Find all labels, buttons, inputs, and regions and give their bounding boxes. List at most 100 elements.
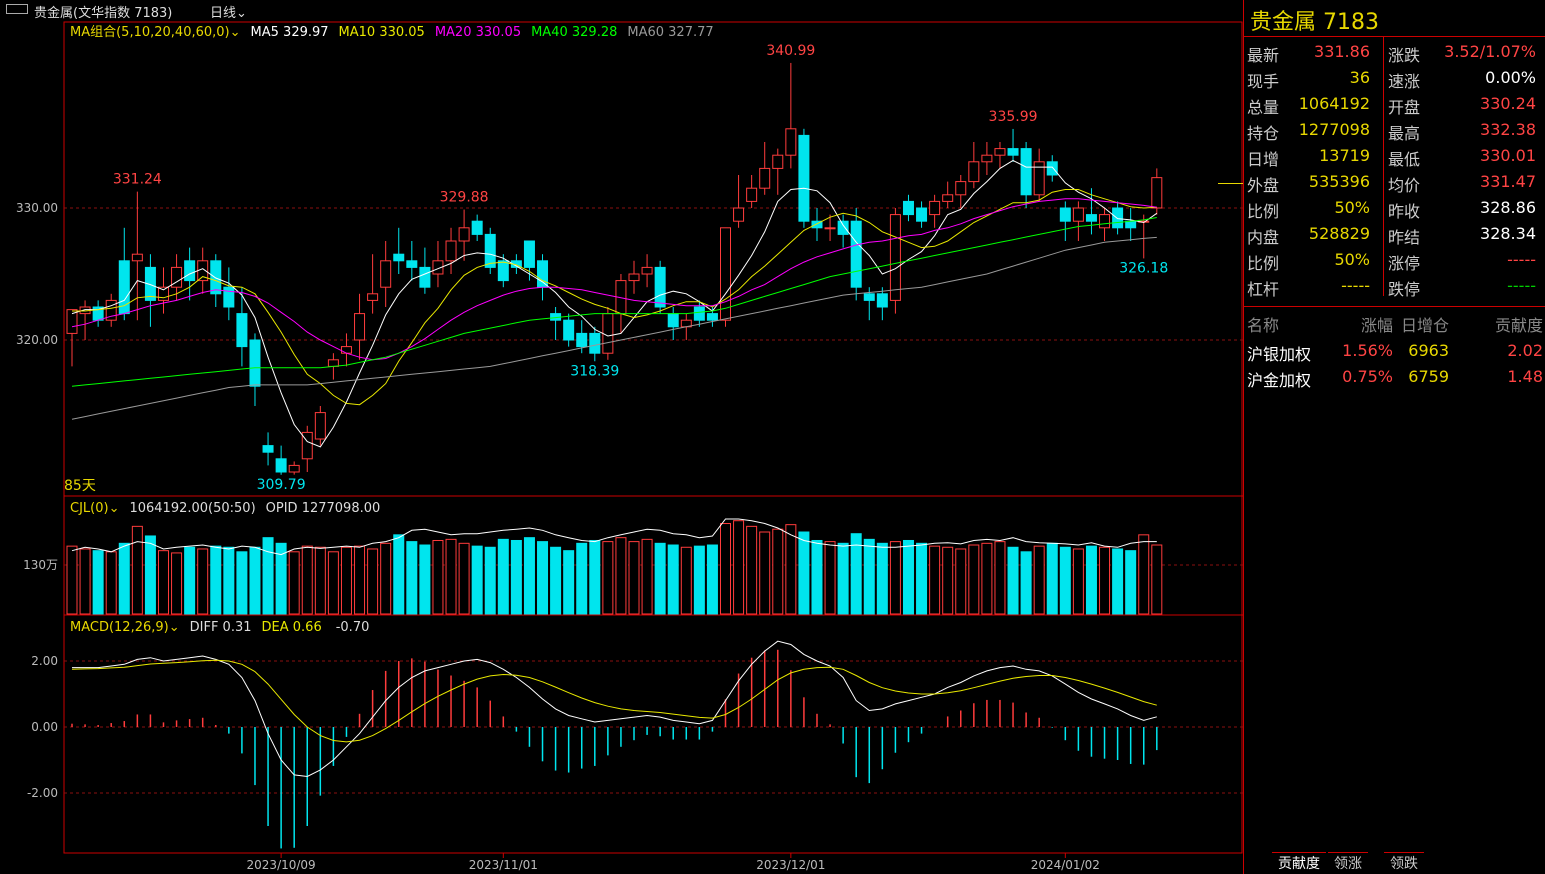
volume-bar [171, 552, 183, 615]
quote-value: 50% [1334, 198, 1370, 217]
volume-bar [131, 525, 143, 615]
contrib-cell[interactable]: 沪金加权 [1247, 371, 1312, 390]
volume-bar [497, 538, 509, 615]
volume-bar [118, 542, 130, 615]
volume-130w-tick-label: 130万 [23, 558, 58, 572]
volume-bar [981, 542, 993, 615]
candle-up [171, 266, 183, 288]
volume-bar [1020, 551, 1032, 615]
contrib-cell[interactable]: 沪银加权 [1247, 345, 1312, 364]
volume-legend-item: OPID 1277098.00 [266, 501, 381, 516]
volume-bar [1046, 542, 1058, 615]
candle-up [628, 273, 640, 282]
contrib-cell: 1.48 [1507, 367, 1543, 386]
candle-down [471, 220, 483, 235]
candle-up [759, 167, 771, 189]
quote-label: 最新 [1247, 46, 1280, 65]
candle-down [863, 293, 875, 301]
ma-legend-item: MA40 329.28 [531, 25, 617, 40]
grid-lines [64, 207, 1243, 794]
volume-bars [66, 518, 1163, 615]
candle-down [654, 266, 666, 308]
candle-up [157, 286, 169, 301]
candle-up [301, 431, 313, 460]
macd-legend-item: DIFF 0.31 [190, 620, 252, 635]
days-count-label: 85天 [64, 478, 96, 494]
volume-bar [471, 545, 483, 615]
tab-0[interactable]: 贡献度 [1272, 852, 1326, 873]
candle-up [288, 464, 300, 473]
candle-down [523, 240, 535, 268]
volume-bar [275, 542, 287, 615]
contrib-header: 贡献度 [1494, 316, 1543, 335]
contrib-cell: 6759 [1408, 367, 1449, 386]
candle-up [367, 293, 379, 301]
candle-up [785, 128, 797, 156]
candle-down [693, 306, 705, 321]
contrib-header: 涨幅 [1360, 316, 1393, 335]
volume-bar [863, 538, 875, 615]
contrib-header: 日增仓 [1400, 316, 1449, 335]
period-selector[interactable]: 日线⌄ [210, 6, 247, 21]
volume-bar [144, 535, 156, 615]
volume-bar [811, 539, 823, 615]
candle-up [746, 187, 758, 202]
axis-ticks: 330.00 320.00 130万 2.00 0.00 -2.00 2023/10/09 2… [16, 201, 1100, 872]
quote-panel: 贵金属 7183 最新 331.86 涨跌 3.52/1.07% 现手 36 速涨 0.00%… [1243, 0, 1545, 874]
volume-bar [889, 541, 901, 615]
quote-value: 528829 [1308, 224, 1370, 243]
window-icon[interactable] [6, 4, 28, 14]
volume-bar [340, 546, 352, 615]
volume-bar [589, 539, 601, 615]
volume-legend-item: 1064192.00(50:50) [129, 501, 255, 516]
volume-bar [1007, 546, 1019, 615]
volume-bar [249, 546, 261, 615]
volume-bar [184, 546, 196, 615]
annotation-high_1: 331.24 [113, 172, 162, 188]
volume-bar [393, 534, 405, 615]
quote-label: 总量 [1247, 98, 1280, 117]
candle-down [1125, 220, 1137, 229]
volume-bar [105, 551, 117, 615]
volume-bar [327, 551, 339, 615]
candle-down [850, 220, 862, 288]
main-chart-area[interactable]: 330.00 320.00 130万 2.00 0.00 -2.00 2023/10/09 2… [0, 0, 1243, 874]
price-320-tick-label: 320.00 [16, 333, 58, 347]
volume-bar [733, 520, 745, 615]
candle-up [824, 227, 836, 230]
volume-legend: CJL(0)⌄ 1064192.00(50:50) OPID 1277098.00 [70, 501, 380, 516]
volume-bar [79, 548, 91, 615]
candle-up [380, 260, 392, 288]
quote-label: 跌停 [1388, 280, 1421, 299]
macd-neg2-tick-label: -2.00 [27, 786, 58, 800]
volume-bar [445, 538, 457, 615]
candle-up [1151, 177, 1163, 209]
volume-bar [824, 541, 836, 615]
quote-value: 3.52/1.07% [1444, 42, 1536, 61]
candle-up [602, 313, 614, 354]
volume-bar [419, 544, 431, 615]
tab-1[interactable]: 领涨 [1328, 852, 1368, 873]
volume-bar [1151, 544, 1163, 615]
candle-up [131, 253, 143, 262]
quote-value: 13719 [1319, 146, 1370, 165]
candle-up [458, 227, 470, 242]
volume-bar [432, 539, 444, 615]
volume-bar [850, 533, 862, 615]
volume-bar [458, 542, 470, 615]
candle-up [641, 266, 653, 275]
quote-value: 50% [1334, 250, 1370, 269]
candle-down [262, 445, 274, 453]
candle-down [1085, 214, 1097, 222]
macd-legend-item: MACD(12,26,9)⌄ [70, 620, 180, 635]
quote-label: 开盘 [1388, 98, 1421, 117]
candle-down [210, 260, 222, 295]
volume-bar [693, 545, 705, 615]
volume-bar [301, 545, 313, 615]
quote-value: ----- [1507, 276, 1536, 295]
candle-up [314, 412, 326, 440]
ma-legend-item: MA10 330.05 [339, 25, 425, 40]
quote-label: 内盘 [1247, 228, 1280, 247]
contrib-cell: 2.02 [1507, 341, 1543, 360]
tab-2[interactable]: 领跌 [1384, 852, 1424, 873]
